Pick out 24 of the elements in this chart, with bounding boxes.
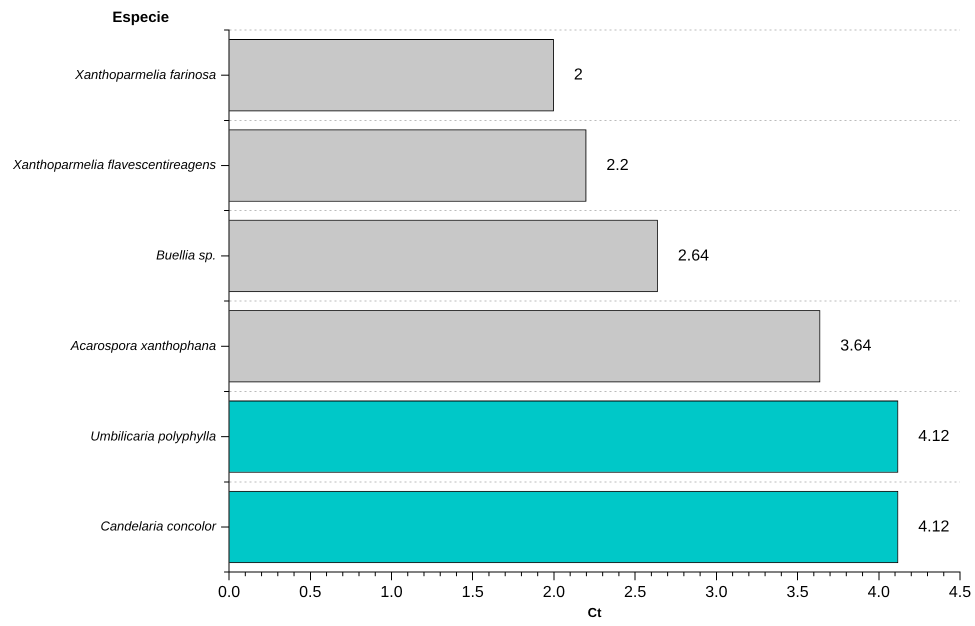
x-tick-label: 4.0 [868, 584, 890, 602]
x-tick-label: 0.0 [218, 584, 240, 602]
data-label: 2.64 [678, 247, 710, 264]
data-label: 3.64 [840, 338, 872, 355]
y-tick-label: Candelaria concolor [100, 518, 217, 534]
x-axis-title: Ct [588, 604, 602, 620]
y-tick-label: Buellia sp. [156, 248, 216, 263]
y-axis-title: Especie [112, 9, 170, 26]
data-label: 2.2 [606, 156, 629, 174]
x-tick-label: 4.5 [948, 584, 972, 602]
data-label: 4.12 [918, 428, 950, 446]
y-tick-label: Xanthoparmelia farinosa [74, 66, 216, 82]
x-tick-label: 1.5 [462, 584, 484, 602]
x-tick-label: 0.5 [299, 584, 322, 602]
x-tick-label: 1.0 [380, 584, 403, 602]
x-tick-label: 2.0 [542, 584, 566, 602]
x-tick-label: 3.0 [705, 584, 728, 602]
data-label: 2 [574, 66, 583, 84]
y-tick-label: Xanthoparmelia flavescentireagens [12, 157, 217, 172]
y-tick-label: Umbilicaria polyphylla [90, 428, 216, 444]
data-label: 4.12 [918, 518, 950, 536]
y-tick-label: Acarospora xanthophana [70, 338, 216, 353]
x-tick-label: 3.5 [786, 584, 809, 602]
x-tick-label: 2.5 [624, 584, 646, 602]
